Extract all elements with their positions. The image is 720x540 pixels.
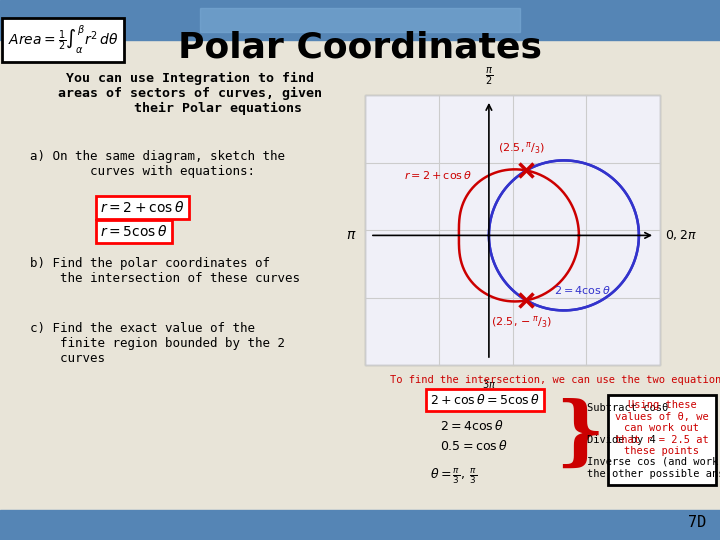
Text: a) On the same diagram, sketch the
        curves with equations:: a) On the same diagram, sketch the curve… [30,150,285,178]
Text: Divide by 4: Divide by 4 [587,435,656,445]
Text: $r = 2 + \cos\theta$: $r = 2 + \cos\theta$ [404,170,472,181]
Text: $r = 5\cos\theta$: $r = 5\cos\theta$ [100,224,167,239]
Text: $Area = \frac{1}{2}\int_{\alpha}^{\beta} r^2\, d\theta$: $Area = \frac{1}{2}\int_{\alpha}^{\beta}… [8,24,119,56]
Text: $(2.5, -^{\pi}/_{3})$: $(2.5, -^{\pi}/_{3})$ [491,314,552,330]
Text: $2 + \cos\theta = 5\cos\theta$: $2 + \cos\theta = 5\cos\theta$ [430,393,540,407]
Text: $(2.5, ^{\pi}/_{3})$: $(2.5, ^{\pi}/_{3})$ [498,141,545,157]
Bar [0,510,720,540]
Bar [0,0,720,40]
Text: }: } [555,398,604,472]
Text: Inverse cos (and work out
the other possible answer): Inverse cos (and work out the other poss… [587,457,720,478]
Bar [200,8,520,32]
Text: Polar Coordinates: Polar Coordinates [178,30,542,64]
Text: $0, 2\pi$: $0, 2\pi$ [665,228,697,242]
Text: Subtract cosθ: Subtract cosθ [587,403,668,413]
Text: 7D: 7D [688,515,706,530]
Text: $r = 2 + \cos\theta$: $r = 2 + \cos\theta$ [100,200,184,215]
Text: $\frac{\pi}{2}$: $\frac{\pi}{2}$ [485,65,493,87]
Text: To find the intersection, we can use the two equations we were given:: To find the intersection, we can use the… [390,375,720,385]
Text: You can use Integration to find
areas of sectors of curves, given
       their P: You can use Integration to find areas of… [58,72,322,115]
Text: $0.5 = \cos\theta$: $0.5 = \cos\theta$ [440,439,508,453]
Text: $2 = 4\cos\theta$: $2 = 4\cos\theta$ [554,285,611,296]
Text: $2 = 4\cos\theta$: $2 = 4\cos\theta$ [440,419,504,433]
Text: $\theta = \frac{\pi}{3},\;\frac{\pi}{3}$: $\theta = \frac{\pi}{3},\;\frac{\pi}{3}$ [430,467,477,487]
Bar [365,95,660,365]
Text: c) Find the exact value of the
    finite region bounded by the 2
    curves: c) Find the exact value of the finite re… [30,322,285,365]
Text: Using these
values of θ, we
can work out
that r = 2.5 at
these points: Using these values of θ, we can work out… [615,400,709,456]
Bar [608,395,716,485]
Text: b) Find the polar coordinates of
    the intersection of these curves: b) Find the polar coordinates of the int… [30,257,300,285]
Text: $\frac{3\pi}{2}$: $\frac{3\pi}{2}$ [482,379,496,403]
Text: $\pi$: $\pi$ [346,228,357,242]
